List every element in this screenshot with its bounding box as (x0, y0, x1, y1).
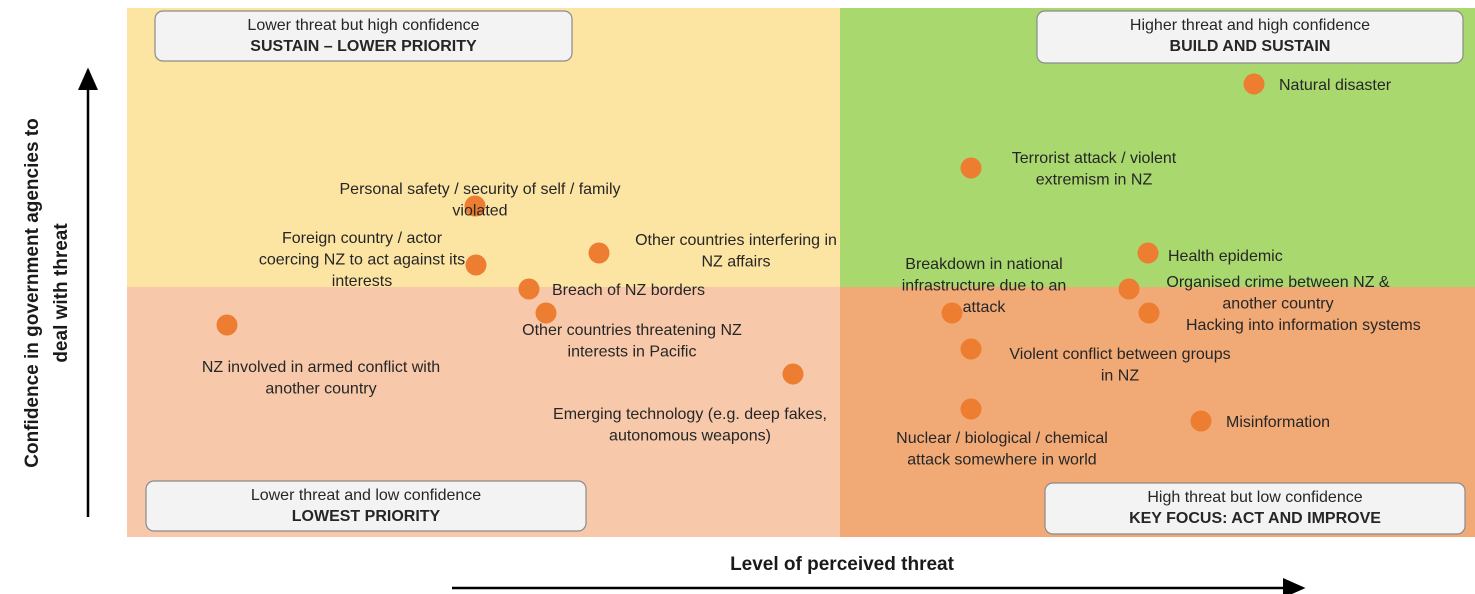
threat-dot (1138, 302, 1160, 324)
threat-dot (960, 338, 982, 360)
threat-label: coercing NZ to act against its (259, 252, 465, 269)
threat-dot (960, 398, 982, 420)
threat-dot (535, 302, 557, 324)
threat-label: Violent conflict between groups (1009, 346, 1230, 363)
threat-dot (941, 302, 963, 324)
threat-label: Breach of NZ borders (552, 282, 705, 299)
threat-label: another country (265, 381, 376, 398)
quadrant-action: KEY FOCUS: ACT AND IMPROVE (1129, 510, 1381, 527)
y-axis-label: deal with threat (51, 223, 72, 363)
threat-label: Terrorist attack / violent (1012, 150, 1177, 167)
threat-label: interests in Pacific (568, 344, 697, 361)
threat-dot (1190, 410, 1212, 432)
threat-dot (464, 195, 486, 217)
quadrant-title: Lower threat and low confidence (251, 487, 481, 504)
threat-label: Misinformation (1226, 414, 1330, 431)
threat-label: Other countries threatening NZ (522, 322, 742, 339)
threat-label: Health epidemic (1168, 248, 1283, 265)
quadrant-title: Lower threat but high confidence (247, 17, 479, 34)
threat-label: attack (963, 299, 1007, 316)
threat-label: Hacking into information systems (1186, 317, 1421, 334)
threat-dot (588, 242, 610, 264)
threat-label: NZ affairs (701, 254, 770, 271)
threat-label: Breakdown in national (905, 256, 1062, 273)
x-axis-label: Level of perceived threat (730, 554, 955, 575)
threat-label: violated (452, 203, 507, 220)
quadrant-box (1036, 10, 1464, 64)
threat-label: attack somewhere in world (907, 452, 1096, 469)
threat-dot (1137, 242, 1159, 264)
threat-dot (782, 363, 804, 385)
y-axis-label: Confidence in government agencies to (22, 118, 43, 467)
threat-label: Other countries interfering in (635, 232, 837, 249)
quadrant-title: High threat but low confidence (1147, 489, 1362, 506)
threat-label: autonomous weapons) (609, 428, 771, 445)
threat-label: another country (1222, 296, 1333, 313)
threat-label: Nuclear / biological / chemical (896, 430, 1108, 447)
threat-dot (960, 157, 982, 179)
quadrant-box (1044, 482, 1466, 535)
threat-dot (465, 254, 487, 276)
threat-dot (518, 278, 540, 300)
threat-label: interests (332, 273, 392, 290)
quadrant-action: LOWEST PRIORITY (292, 508, 441, 525)
threat-label: Emerging technology (e.g. deep fakes, (553, 406, 827, 423)
threat-label: infrastructure due to an (902, 278, 1067, 295)
threat-dot (216, 314, 238, 336)
quadrant-box (154, 10, 573, 62)
quadrant-action: BUILD AND SUSTAIN (1170, 38, 1331, 55)
threat-label: Organised crime between NZ & (1166, 274, 1390, 291)
threat-label: extremism in NZ (1036, 172, 1153, 189)
quadrant-box (145, 480, 587, 532)
threat-dot (1243, 73, 1265, 95)
threat-label: Personal safety / security of self / fam… (340, 181, 621, 198)
threat-label: Natural disaster (1279, 77, 1392, 94)
quadrant-title: Higher threat and high confidence (1130, 17, 1370, 34)
threat-label: Foreign country / actor (282, 230, 443, 247)
threat-label: NZ involved in armed conflict with (202, 359, 440, 376)
threat-label: in NZ (1101, 368, 1139, 385)
threat-dot (1118, 278, 1140, 300)
quadrant-action: SUSTAIN – LOWER PRIORITY (250, 38, 477, 55)
